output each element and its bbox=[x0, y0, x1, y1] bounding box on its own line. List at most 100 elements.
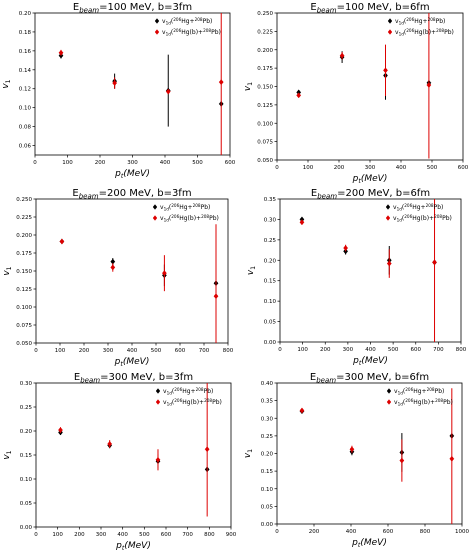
x-tick-label: 500 bbox=[139, 532, 150, 538]
subplot-5: 0 100 200 300 400 500 600 700 800 900 0.00 0.05 0.10… bbox=[2, 372, 237, 550]
data-point bbox=[58, 427, 63, 434]
x-axis-label: pt(MeV) bbox=[114, 169, 150, 180]
y-tick-label: 0.20 bbox=[261, 452, 274, 458]
x-tick-label: 500 bbox=[192, 160, 203, 166]
y-tick-label: 0.075 bbox=[16, 323, 32, 329]
data-point bbox=[426, 82, 432, 89]
x-tick-label: 400 bbox=[365, 347, 376, 353]
x-tick-label: 300 bbox=[127, 160, 138, 166]
y-tick-label: 0.15 bbox=[264, 279, 277, 285]
y-axis-label: v1 bbox=[1, 79, 12, 88]
y-tick-label: 0.05 bbox=[261, 504, 274, 510]
y-tick-label: 0.35 bbox=[264, 197, 277, 203]
series-standard bbox=[58, 429, 210, 473]
x-tick-label: 500 bbox=[151, 348, 162, 354]
subplot-6: 0 200 400 600 800 1000 0.00 0.05 0.10 0.15 0.20 0.2… bbox=[243, 372, 469, 549]
legend-label: v1d(206Hg(b)+208Pb) bbox=[163, 398, 222, 407]
series-standard bbox=[299, 408, 455, 472]
y-tick-label: 0.225 bbox=[257, 29, 273, 35]
y-tick-label: 0.200 bbox=[257, 48, 273, 54]
y-tick-label: 0.100 bbox=[16, 305, 32, 311]
x-tick-label: 0 bbox=[275, 165, 279, 171]
data-point bbox=[432, 259, 437, 266]
x-tick-label: 0 bbox=[275, 529, 279, 535]
data-point bbox=[299, 407, 305, 414]
legend-label: v1d(206Hg+208Pb) bbox=[394, 387, 444, 396]
legend-marker bbox=[154, 18, 160, 24]
subplot-3: 0 100 200 300 400 500 600 700 800 0.050 0.075 0.100… bbox=[2, 188, 234, 368]
x-tick-label: 600 bbox=[383, 529, 394, 535]
x-tick-label: 700 bbox=[199, 348, 210, 354]
series-bubble bbox=[59, 224, 219, 343]
data-point bbox=[107, 440, 113, 447]
data-point bbox=[218, 79, 224, 86]
y-tick-label: 0.00 bbox=[20, 525, 33, 531]
data-point bbox=[165, 88, 171, 95]
x-tick-label: 300 bbox=[96, 532, 107, 538]
x-tick-label: 600 bbox=[175, 348, 186, 354]
y-tick-label: 0.150 bbox=[16, 269, 32, 275]
y-tick-label: 0.10 bbox=[264, 299, 277, 305]
y-axis-label: v1 bbox=[246, 266, 257, 275]
series-standard bbox=[58, 52, 224, 127]
y-tick-label: 0.15 bbox=[261, 469, 274, 475]
y-tick-label: 0.25 bbox=[261, 434, 274, 440]
series-bubble bbox=[296, 13, 432, 159]
legend-marker bbox=[155, 399, 161, 405]
subplot-2: 0 100 200 300 400 500 600 0.050 0.075 0.100 0.125 0… bbox=[243, 2, 469, 185]
subplot-title: Ebeam=200 MeV, b=3fm bbox=[72, 188, 191, 201]
y-tick-label: 0.10 bbox=[19, 106, 32, 112]
y-tick-label: 0.150 bbox=[257, 85, 273, 91]
legend: v1d(206Hg+208Pb) v1d(206Hg(b)+208Pb) bbox=[385, 203, 452, 223]
y-axis-label: v1 bbox=[243, 449, 254, 458]
x-tick-label: 100 bbox=[55, 348, 66, 354]
y-tick-label: 0.05 bbox=[264, 320, 277, 326]
subplot-4: 0 100 200 300 400 500 600 700 800 0.00 0.05 0.10 0.1… bbox=[246, 188, 467, 367]
y-axis-label: v1 bbox=[2, 450, 13, 459]
data-point bbox=[349, 446, 355, 453]
y-tick-label: 0.00 bbox=[261, 522, 274, 528]
series-standard bbox=[59, 238, 219, 287]
x-tick-label: 0 bbox=[34, 532, 38, 538]
y-tick-label: 0.100 bbox=[257, 121, 273, 127]
x-tick-label: 800 bbox=[223, 348, 234, 354]
x-tick-label: 600 bbox=[411, 347, 422, 353]
x-tick-label: 300 bbox=[365, 165, 376, 171]
legend: v1d(206Hg+208Pb) v1d(206Hg(b)+208Pb) bbox=[387, 17, 454, 37]
y-tick-label: 0.050 bbox=[16, 341, 32, 347]
y-tick-label: 0.10 bbox=[261, 487, 274, 493]
y-tick-label: 0.08 bbox=[19, 125, 32, 131]
legend-marker bbox=[152, 204, 158, 210]
y-tick-label: 0.250 bbox=[16, 197, 32, 203]
x-tick-label: 400 bbox=[346, 529, 357, 535]
x-tick-label: 400 bbox=[117, 532, 128, 538]
y-tick-label: 0.35 bbox=[261, 399, 274, 405]
series-bubble bbox=[299, 388, 455, 524]
y-tick-label: 0.225 bbox=[16, 215, 32, 221]
x-tick-label: 400 bbox=[396, 165, 407, 171]
x-tick-label: 600 bbox=[458, 165, 469, 171]
y-tick-label: 0.125 bbox=[257, 103, 273, 109]
x-tick-label: 200 bbox=[74, 532, 85, 538]
y-tick-label: 0.30 bbox=[261, 416, 274, 422]
legend-label: v1d(206Hg+208Pb) bbox=[163, 387, 213, 396]
legend-label: v1d(206Hg(b)+208Pb) bbox=[394, 398, 453, 407]
legend-label: v1d(206Hg(b)+208Pb) bbox=[393, 214, 452, 223]
series-standard bbox=[296, 51, 432, 100]
data-point bbox=[299, 219, 305, 226]
x-tick-label: 100 bbox=[303, 165, 314, 171]
x-tick-label: 400 bbox=[127, 348, 138, 354]
y-tick-label: 0.30 bbox=[20, 381, 33, 387]
data-point bbox=[110, 264, 116, 271]
legend-label: v1d(206Hg(b)+208Pb) bbox=[395, 28, 454, 37]
y-tick-label: 0.125 bbox=[16, 287, 32, 293]
data-point bbox=[59, 238, 65, 245]
y-tick-label: 0.25 bbox=[264, 238, 277, 244]
x-tick-label: 0 bbox=[33, 160, 37, 166]
data-point bbox=[213, 293, 219, 300]
y-tick-label: 0.06 bbox=[19, 144, 32, 150]
x-tick-label: 0 bbox=[34, 348, 38, 354]
subplot-title: Ebeam=300 MeV, b=3fm bbox=[74, 372, 193, 385]
x-tick-label: 600 bbox=[161, 532, 172, 538]
